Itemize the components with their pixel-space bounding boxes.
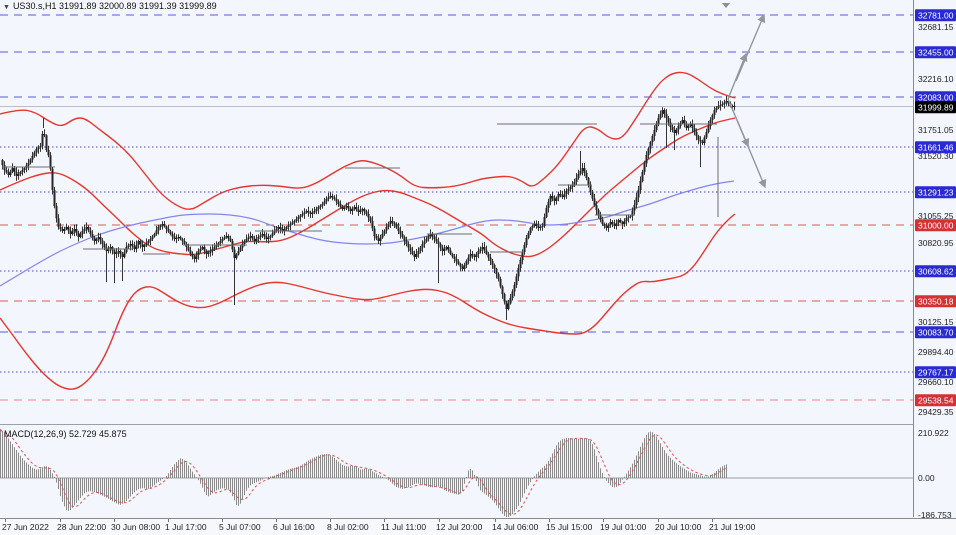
macd-signal-line [0, 429, 727, 516]
axis-level-box[interactable]: 29538.54 [915, 394, 956, 406]
time-label[interactable]: 27 Jun 2022 [2, 522, 49, 532]
macd-background [0, 427, 913, 517]
long-wicks [43, 96, 727, 320]
time-tick [114, 519, 115, 522]
time-label[interactable]: 5 Jul 07:00 [219, 522, 261, 532]
time-label[interactable]: 15 Jul 15:00 [546, 522, 593, 532]
time-label[interactable]: 20 Jul 10:00 [655, 522, 702, 532]
time-tick [384, 519, 385, 522]
time-tick [168, 519, 169, 522]
bar-position-marker-icon[interactable] [722, 3, 730, 8]
axis-price-label: 32216.10 [918, 74, 954, 84]
time-label[interactable]: 6 Jul 16:00 [273, 522, 315, 532]
time-label[interactable]: 19 Jul 01:00 [600, 522, 647, 532]
macd-scale-zero: 0.00 [918, 473, 935, 483]
axis-price-label: 29660.10 [918, 377, 954, 387]
macd-indicator-readout: MACD(12,26,9) 52.729 45.875 [4, 429, 127, 439]
pane-separator[interactable] [0, 424, 956, 425]
axis-current-price-box: 31999.89 [915, 101, 956, 113]
time-label[interactable]: 21 Jul 19:00 [709, 522, 756, 532]
time-label[interactable]: 1 Jul 17:00 [165, 522, 207, 532]
time-tick [439, 519, 440, 522]
slow-ma-line[interactable] [0, 180, 735, 287]
projection-arrow-up-1[interactable] [735, 13, 766, 82]
axis-price-label: 31520.30 [918, 151, 954, 161]
axis-level-box[interactable]: 30608.62 [915, 265, 956, 277]
axis-price-label: 31751.05 [918, 125, 954, 135]
bollinger-upper-band[interactable] [0, 71, 736, 210]
macd-scale-bottom: -186.753 [918, 510, 952, 520]
time-tick [276, 519, 277, 522]
time-label[interactable]: 11 Jul 11:00 [381, 522, 427, 532]
symbol-ohlc-text: US30.s,H1 31991.89 32000.89 31991.39 319… [12, 1, 217, 11]
macd-pane[interactable] [0, 427, 913, 517]
candlesticks [1, 96, 736, 312]
axis-price-label: 29429.35 [918, 407, 954, 417]
time-tick [60, 519, 61, 522]
axis-level-box[interactable]: 30350.18 [915, 295, 956, 307]
symbol-ohlc-readout: ▼ US30.s,H1 31991.89 32000.89 31991.39 31… [3, 1, 217, 11]
time-tick [603, 519, 604, 522]
time-tick [5, 519, 6, 522]
price-chart-pane[interactable] [0, 0, 913, 424]
time-tick [658, 519, 659, 522]
axis-price-label: 32681.15 [918, 22, 954, 32]
time-label[interactable]: 12 Jul 20:00 [436, 522, 483, 532]
axis-level-box[interactable]: 32781.00 [915, 9, 956, 21]
macd-scale-top: 210.922 [918, 428, 949, 438]
time-label[interactable]: 30 Jun 08:00 [111, 522, 161, 532]
bollinger-lower-band[interactable] [0, 213, 736, 390]
collapse-indicator-icon[interactable]: ▼ [3, 4, 10, 11]
time-tick [549, 519, 550, 522]
axis-level-box[interactable]: 32083.00 [915, 91, 956, 103]
axis-level-box[interactable]: 29767.17 [915, 366, 956, 378]
chart-background [0, 0, 913, 424]
axis-level-box[interactable]: 31291.23 [915, 186, 956, 198]
time-label[interactable]: 14 Jul 06:00 [492, 522, 539, 532]
time-tick [330, 519, 331, 522]
time-tick [495, 519, 496, 522]
axis-price-label: 29894.40 [918, 347, 954, 357]
axis-level-box[interactable]: 31661.46 [915, 141, 956, 153]
time-label[interactable]: 28 Jun 22:00 [57, 522, 107, 532]
time-label[interactable]: 8 Jul 02:00 [327, 522, 369, 532]
axis-price-label: 30125.15 [918, 317, 954, 327]
time-tick [712, 519, 713, 522]
price-axis[interactable]: 32681.15 32216.10 31751.05 31520.30 31055.25… [913, 0, 956, 520]
time-axis[interactable]: 27 Jun 2022 28 Jun 22:00 30 Jun 08:00 1 Jul… [0, 518, 956, 535]
axis-price-label: 31055.25 [918, 211, 954, 221]
axis-level-box[interactable]: 30083.70 [915, 326, 956, 338]
projection-arrow-up-0[interactable] [727, 52, 748, 100]
axis-level-box[interactable]: 31000.00 [915, 219, 956, 231]
axis-level-box[interactable]: 32455.00 [915, 46, 956, 58]
axis-price-label: 30820.95 [918, 238, 954, 248]
macd-histogram [0, 429, 727, 517]
time-tick [222, 519, 223, 522]
projection-arrow-down-1[interactable] [736, 119, 767, 189]
